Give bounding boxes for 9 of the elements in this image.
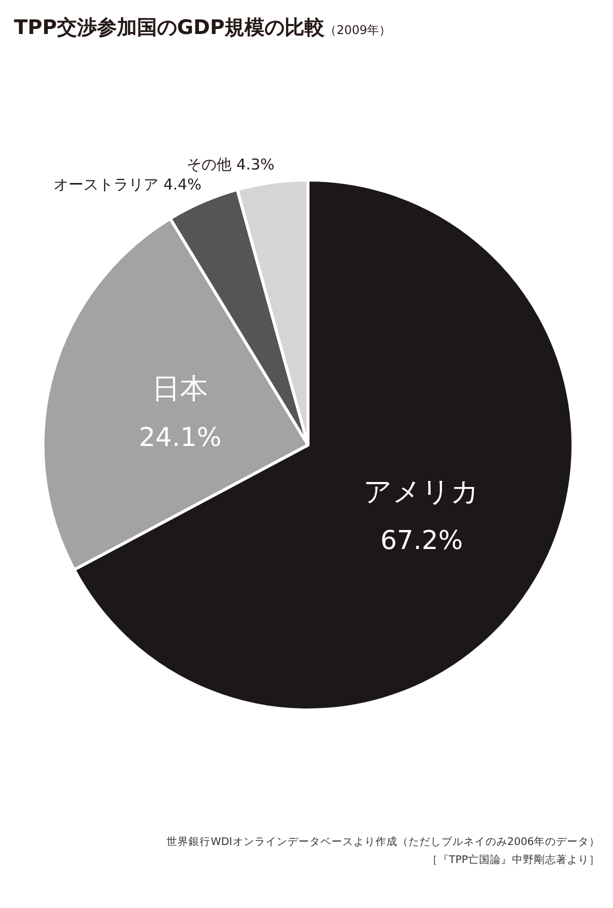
- slice-label: その他 4.3%: [186, 155, 275, 174]
- data-label: 24.1%: [138, 423, 222, 454]
- data-label: 67.2%: [380, 526, 463, 556]
- text: ［『TPP亡国論』中野剛志著より］: [426, 853, 600, 866]
- slice-label: 日本: [152, 372, 208, 406]
- slice-label: オーストラリア 4.4%: [54, 176, 202, 194]
- text: 世界銀行WDIオンラインデータベースより作成（ただしブルネイのみ2006年のデータ）: [166, 835, 600, 848]
- chart-subtitle: （2009年）: [324, 23, 392, 37]
- slice-label: アメリカ: [364, 475, 480, 508]
